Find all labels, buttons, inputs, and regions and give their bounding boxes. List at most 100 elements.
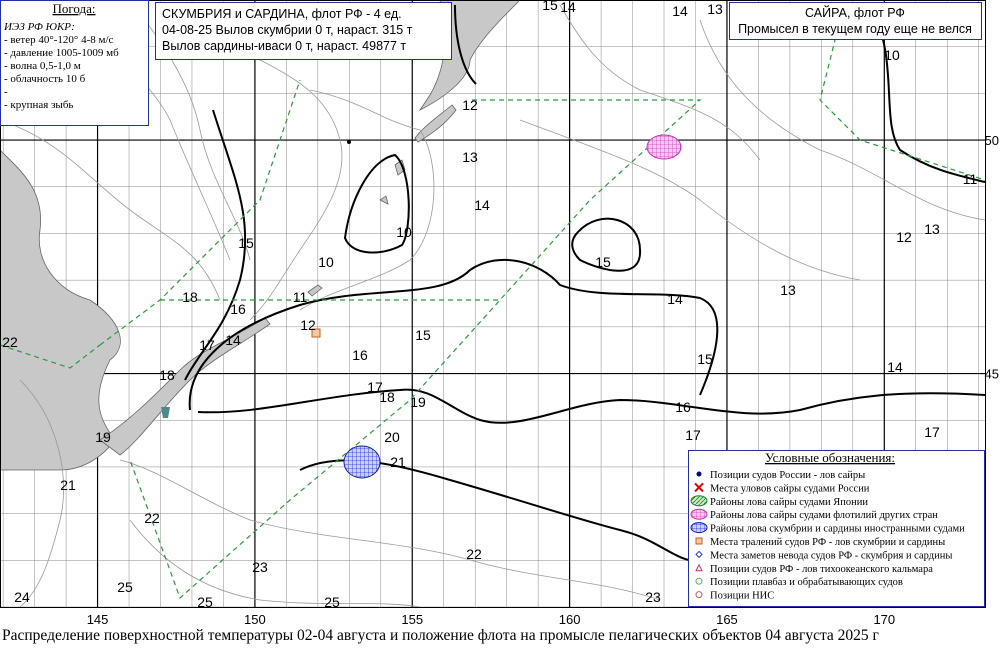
saury-box bbox=[729, 2, 982, 40]
lat-label: 50 bbox=[985, 133, 999, 148]
legend-item: Позиции судов России - лов сайры bbox=[710, 470, 865, 481]
contour-label: 18 bbox=[182, 289, 198, 305]
contour-label: 18 bbox=[159, 367, 175, 383]
weather-line: ИЭЗ РФ ЮКР: bbox=[3, 21, 75, 33]
legend-symbol bbox=[695, 550, 703, 559]
legend-symbol bbox=[695, 577, 703, 585]
contour-label: 15 bbox=[415, 327, 431, 343]
legend-symbol bbox=[690, 522, 708, 534]
legend-item: Места уловов сайры судами России bbox=[710, 483, 870, 494]
lon-label: 150 bbox=[244, 612, 266, 627]
contour-label: 22 bbox=[2, 334, 18, 350]
lon-label: 165 bbox=[716, 612, 738, 627]
contour-label: 17 bbox=[367, 379, 383, 395]
lat-label: 45 bbox=[985, 367, 999, 382]
contour-label: 11 bbox=[293, 289, 308, 305]
weather-line: - bbox=[4, 86, 8, 98]
weather-line: - крупная зыбь bbox=[4, 99, 73, 111]
contour-label: 11 bbox=[963, 171, 978, 187]
contour-label: 12 bbox=[896, 229, 912, 245]
contour-label: 14 bbox=[667, 291, 683, 307]
legend-item: Позиции судов РФ - лов тихоокеанского ка… bbox=[710, 564, 933, 575]
weather-line: - ветер 40°-120° 4-8 м/с bbox=[4, 34, 114, 46]
contour-label: 13 bbox=[707, 1, 723, 17]
fishing-areas bbox=[161, 134, 682, 479]
contour-label: 14 bbox=[560, 0, 576, 15]
contour-label: 16 bbox=[230, 301, 246, 317]
contour-label: 14 bbox=[887, 359, 903, 375]
contour-label: 10 bbox=[318, 254, 334, 270]
legend-item: Районы лова сайры судами флотилий других… bbox=[710, 510, 938, 521]
contour-label: 14 bbox=[672, 3, 688, 19]
mackerel-area-foreign bbox=[343, 445, 381, 479]
weather: Погода: ИЭЗ РФ ЮКР:- ветер 40°-120° 4-8 … bbox=[3, 1, 119, 111]
saury-line: САЙРА, флот РФ bbox=[805, 5, 905, 20]
caption: Распределение поверхностной температуры … bbox=[2, 627, 879, 644]
legend-item: Позиции плавбаз и обрабатывающих судов bbox=[710, 577, 903, 588]
trawl-position bbox=[311, 328, 321, 338]
contour-label: 16 bbox=[352, 347, 368, 363]
weather-line: - облачность 10 б bbox=[4, 73, 86, 85]
contour-label: 10 bbox=[396, 224, 412, 240]
weather-line: - волна 0,5-1,0 м bbox=[4, 60, 81, 72]
contour-label: 17 bbox=[199, 337, 215, 353]
mackerel-line: Вылов сардины-иваси 0 т, нараст. 49877 т bbox=[162, 39, 406, 53]
legend-symbol bbox=[694, 482, 704, 493]
lon-label: 145 bbox=[87, 612, 109, 627]
mackerel-line: 04-08-25 Вылов скумбрии 0 т, нараст. 315… bbox=[162, 23, 413, 37]
contour-label: 20 bbox=[384, 429, 400, 445]
contour-label: 14 bbox=[225, 332, 241, 348]
contour-label: 14 bbox=[474, 197, 490, 213]
weather-box bbox=[0, 0, 149, 126]
contour-label: 12 bbox=[462, 97, 478, 113]
contour-label: 15 bbox=[542, 0, 558, 13]
contour-label: 19 bbox=[410, 394, 426, 410]
legend-symbol bbox=[695, 591, 703, 599]
legend-item: Позиции НИС bbox=[710, 591, 774, 602]
legend-symbol bbox=[690, 508, 708, 520]
contour-label: 25 bbox=[117, 579, 133, 595]
lon-label: 170 bbox=[873, 612, 895, 627]
contour-label: 18 bbox=[379, 389, 395, 405]
contour-label: 22 bbox=[144, 510, 160, 526]
legend-symbol bbox=[695, 537, 703, 545]
contour-label: 15 bbox=[595, 254, 611, 270]
contour-label: 17 bbox=[924, 424, 940, 440]
weather-line: - давление 1005-1009 мб bbox=[4, 47, 119, 59]
contour-label: 17 bbox=[685, 427, 701, 443]
contour-label: 23 bbox=[252, 559, 268, 575]
contour-label: 13 bbox=[780, 282, 796, 298]
legend-symbol bbox=[695, 563, 703, 572]
contour-label: 15 bbox=[697, 351, 713, 367]
contour-label: 10 bbox=[884, 47, 900, 63]
contour-label: 24 bbox=[14, 589, 30, 605]
contour-label: 13 bbox=[462, 149, 478, 165]
lon-label: 160 bbox=[559, 612, 581, 627]
contour-label: 21 bbox=[390, 454, 406, 470]
contour-label: 22 bbox=[466, 546, 482, 562]
contour-label: 19 bbox=[95, 429, 111, 445]
legend-item: Районы лова скумбрии и сардины иностранн… bbox=[710, 524, 965, 535]
contour-label: 21 bbox=[60, 477, 76, 493]
contour-label: 12 bbox=[300, 317, 316, 333]
contour-label: 25 bbox=[197, 594, 213, 610]
contour-label: 23 bbox=[645, 589, 661, 605]
legend-item: Места тралений судов РФ - лов скумбрии и… bbox=[710, 537, 945, 548]
lon-label: 155 bbox=[401, 612, 423, 627]
legend-symbol bbox=[696, 471, 702, 477]
legend-item: Места заметов невода судов РФ - скумбрия… bbox=[710, 550, 952, 561]
legend-box bbox=[688, 450, 985, 607]
mackerel-line: СКУМБРИЯ и САРДИНА, флот РФ - 4 ед. bbox=[162, 7, 402, 21]
contour-label: 13 bbox=[924, 221, 940, 237]
contour-label: 25 bbox=[324, 594, 340, 610]
saury-area-other bbox=[646, 134, 682, 160]
legend-item: Районы лова сайры судами Японии bbox=[710, 497, 868, 508]
contour-label: 15 bbox=[238, 235, 254, 251]
eez-lines bbox=[0, 19, 986, 600]
saury-line: Промысел в текущем году еще не велся bbox=[738, 22, 972, 36]
vessel-dot bbox=[347, 140, 351, 144]
map-frame bbox=[0, 0, 986, 608]
mackerel-box bbox=[155, 2, 452, 60]
